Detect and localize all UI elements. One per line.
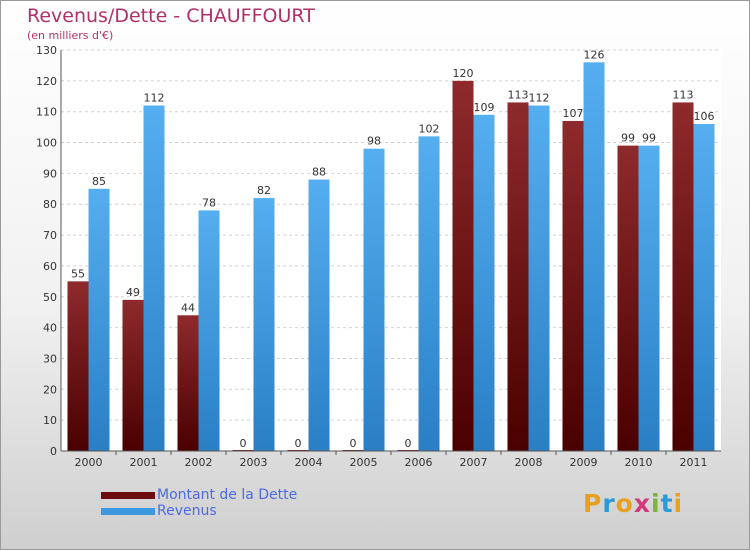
value-label-revenus: 102	[419, 122, 440, 135]
value-label-revenus: 78	[202, 196, 216, 209]
value-label-debt: 0	[405, 437, 412, 450]
bar-debt	[122, 299, 144, 451]
legend-item-revenus: Revenus	[101, 503, 297, 519]
value-label-revenus: 85	[92, 175, 106, 188]
y-tick-label: 50	[43, 291, 57, 304]
value-label-debt: 0	[240, 437, 247, 450]
bar-revenus	[143, 105, 165, 452]
y-tick-label: 110	[36, 106, 57, 119]
x-tick-label: 2003	[240, 456, 268, 469]
value-label-debt: 113	[508, 88, 529, 101]
x-tick-label: 2001	[130, 456, 158, 469]
bar-debt	[672, 102, 694, 451]
bar-revenus	[583, 62, 605, 451]
y-tick-label: 30	[43, 352, 57, 365]
y-tick-label: 90	[43, 167, 57, 180]
value-label-debt: 44	[181, 301, 195, 314]
legend-label-debt: Montant de la Dette	[157, 487, 298, 503]
bar-revenus	[693, 124, 715, 452]
value-label-debt: 107	[563, 107, 584, 120]
bar-debt	[507, 102, 529, 451]
value-label-revenus: 109	[474, 101, 495, 114]
chart-title: Revenus/Dette - CHAUFFOURT	[27, 5, 315, 27]
bar-revenus	[308, 179, 330, 452]
legend-swatch-revenus	[101, 507, 155, 515]
value-label-debt: 49	[126, 286, 140, 299]
value-label-revenus: 112	[144, 92, 165, 105]
logo-letter: x	[633, 489, 651, 518]
bar-revenus	[473, 114, 495, 452]
x-tick-label: 2010	[625, 456, 653, 469]
value-label-debt: 0	[350, 437, 357, 450]
x-tick-label: 2000	[75, 456, 103, 469]
y-tick-label: 40	[43, 322, 57, 335]
gridlines	[61, 49, 721, 421]
value-label-debt: 120	[453, 67, 474, 80]
y-tick-label: 130	[36, 44, 57, 57]
logo-letter: P	[583, 489, 603, 518]
logo-letter: i	[651, 489, 661, 518]
bar-revenus	[88, 188, 110, 452]
x-tick-label: 2002	[185, 456, 213, 469]
x-tick-label: 2004	[295, 456, 323, 469]
value-label-revenus: 99	[642, 132, 656, 145]
y-tick-label: 60	[43, 260, 57, 273]
legend-item-debt: Montant de la Dette	[101, 487, 297, 503]
chart-subtitle: (en milliers d'€)	[27, 29, 114, 42]
y-tick-label: 70	[43, 229, 57, 242]
bar-revenus	[253, 198, 275, 451]
y-tick-label: 80	[43, 198, 57, 211]
value-label-revenus: 88	[312, 166, 326, 179]
value-label-debt: 0	[295, 437, 302, 450]
value-label-debt: 113	[673, 88, 694, 101]
bar-revenus	[528, 105, 550, 452]
logo-letter: r	[602, 489, 616, 518]
y-tick-label: 10	[43, 414, 57, 427]
x-tick-label: 2005	[350, 456, 378, 469]
legend: Montant de la Dette Revenus	[101, 487, 297, 519]
plot-background	[61, 50, 721, 451]
y-tick-label: 0	[50, 445, 57, 458]
x-tick-label: 2006	[405, 456, 433, 469]
bar-revenus	[638, 145, 660, 451]
bar-debt	[617, 145, 639, 451]
logo-letter: i	[673, 489, 684, 518]
logo-letter: o	[615, 489, 634, 518]
value-label-debt: 55	[71, 267, 85, 280]
bars	[67, 62, 715, 452]
bar-revenus	[363, 148, 385, 451]
bar-revenus	[418, 136, 440, 451]
bar-debt	[562, 120, 584, 451]
value-label-revenus: 106	[694, 110, 715, 123]
x-tick-label: 2009	[570, 456, 598, 469]
value-label-revenus: 98	[367, 135, 381, 148]
bar-debt	[67, 281, 89, 451]
legend-label-revenus: Revenus	[157, 503, 217, 519]
value-label-revenus: 112	[529, 92, 550, 105]
x-tick-label: 2011	[680, 456, 708, 469]
value-label-revenus: 82	[257, 184, 271, 197]
value-label-revenus: 126	[584, 48, 605, 61]
legend-swatch-debt	[101, 491, 155, 499]
value-label-debt: 99	[621, 132, 635, 145]
x-tick-label: 2008	[515, 456, 543, 469]
x-tick-label: 2007	[460, 456, 488, 469]
bar-debt	[177, 315, 199, 451]
bar-revenus	[198, 210, 220, 451]
bar-debt	[452, 80, 474, 451]
y-tick-label: 100	[36, 137, 57, 150]
logo-letter: t	[660, 489, 674, 518]
y-tick-label: 20	[43, 383, 57, 396]
y-tick-label: 120	[36, 75, 57, 88]
plot-area	[61, 50, 721, 451]
proxiti-logo: Proxiti	[583, 489, 683, 518]
